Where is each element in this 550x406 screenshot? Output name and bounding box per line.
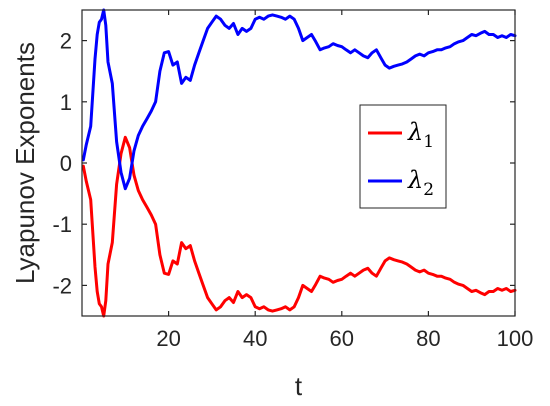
series-layer: [81, 8, 517, 318]
plot-background: [82, 10, 515, 316]
x-tick-label: 80: [416, 326, 440, 351]
y-tick-label: 1: [60, 90, 72, 115]
y-tick-label: -2: [52, 273, 72, 298]
legend-label-1: λ1: [407, 118, 434, 152]
y-tick-label: -1: [52, 212, 72, 237]
legend-box: [359, 104, 447, 209]
plot-area: [82, 10, 515, 316]
x-tick-label: 100: [497, 326, 534, 351]
y-tick-label: 0: [60, 151, 72, 176]
ticks-layer: 20 40 60 80 100 -2 -1 0 1 2: [52, 10, 533, 351]
x-axis-label: t: [295, 371, 303, 401]
x-tick-label: 60: [330, 326, 354, 351]
x-tick-label: 40: [243, 326, 267, 351]
y-axis-label: Lyapunov Exponents: [10, 42, 40, 284]
y-tick-label: 2: [60, 29, 72, 54]
series-line-1: [81, 135, 517, 318]
legend-label-2: λ2: [407, 166, 434, 200]
series-line-2: [81, 8, 517, 191]
x-tick-label: 20: [156, 326, 180, 351]
